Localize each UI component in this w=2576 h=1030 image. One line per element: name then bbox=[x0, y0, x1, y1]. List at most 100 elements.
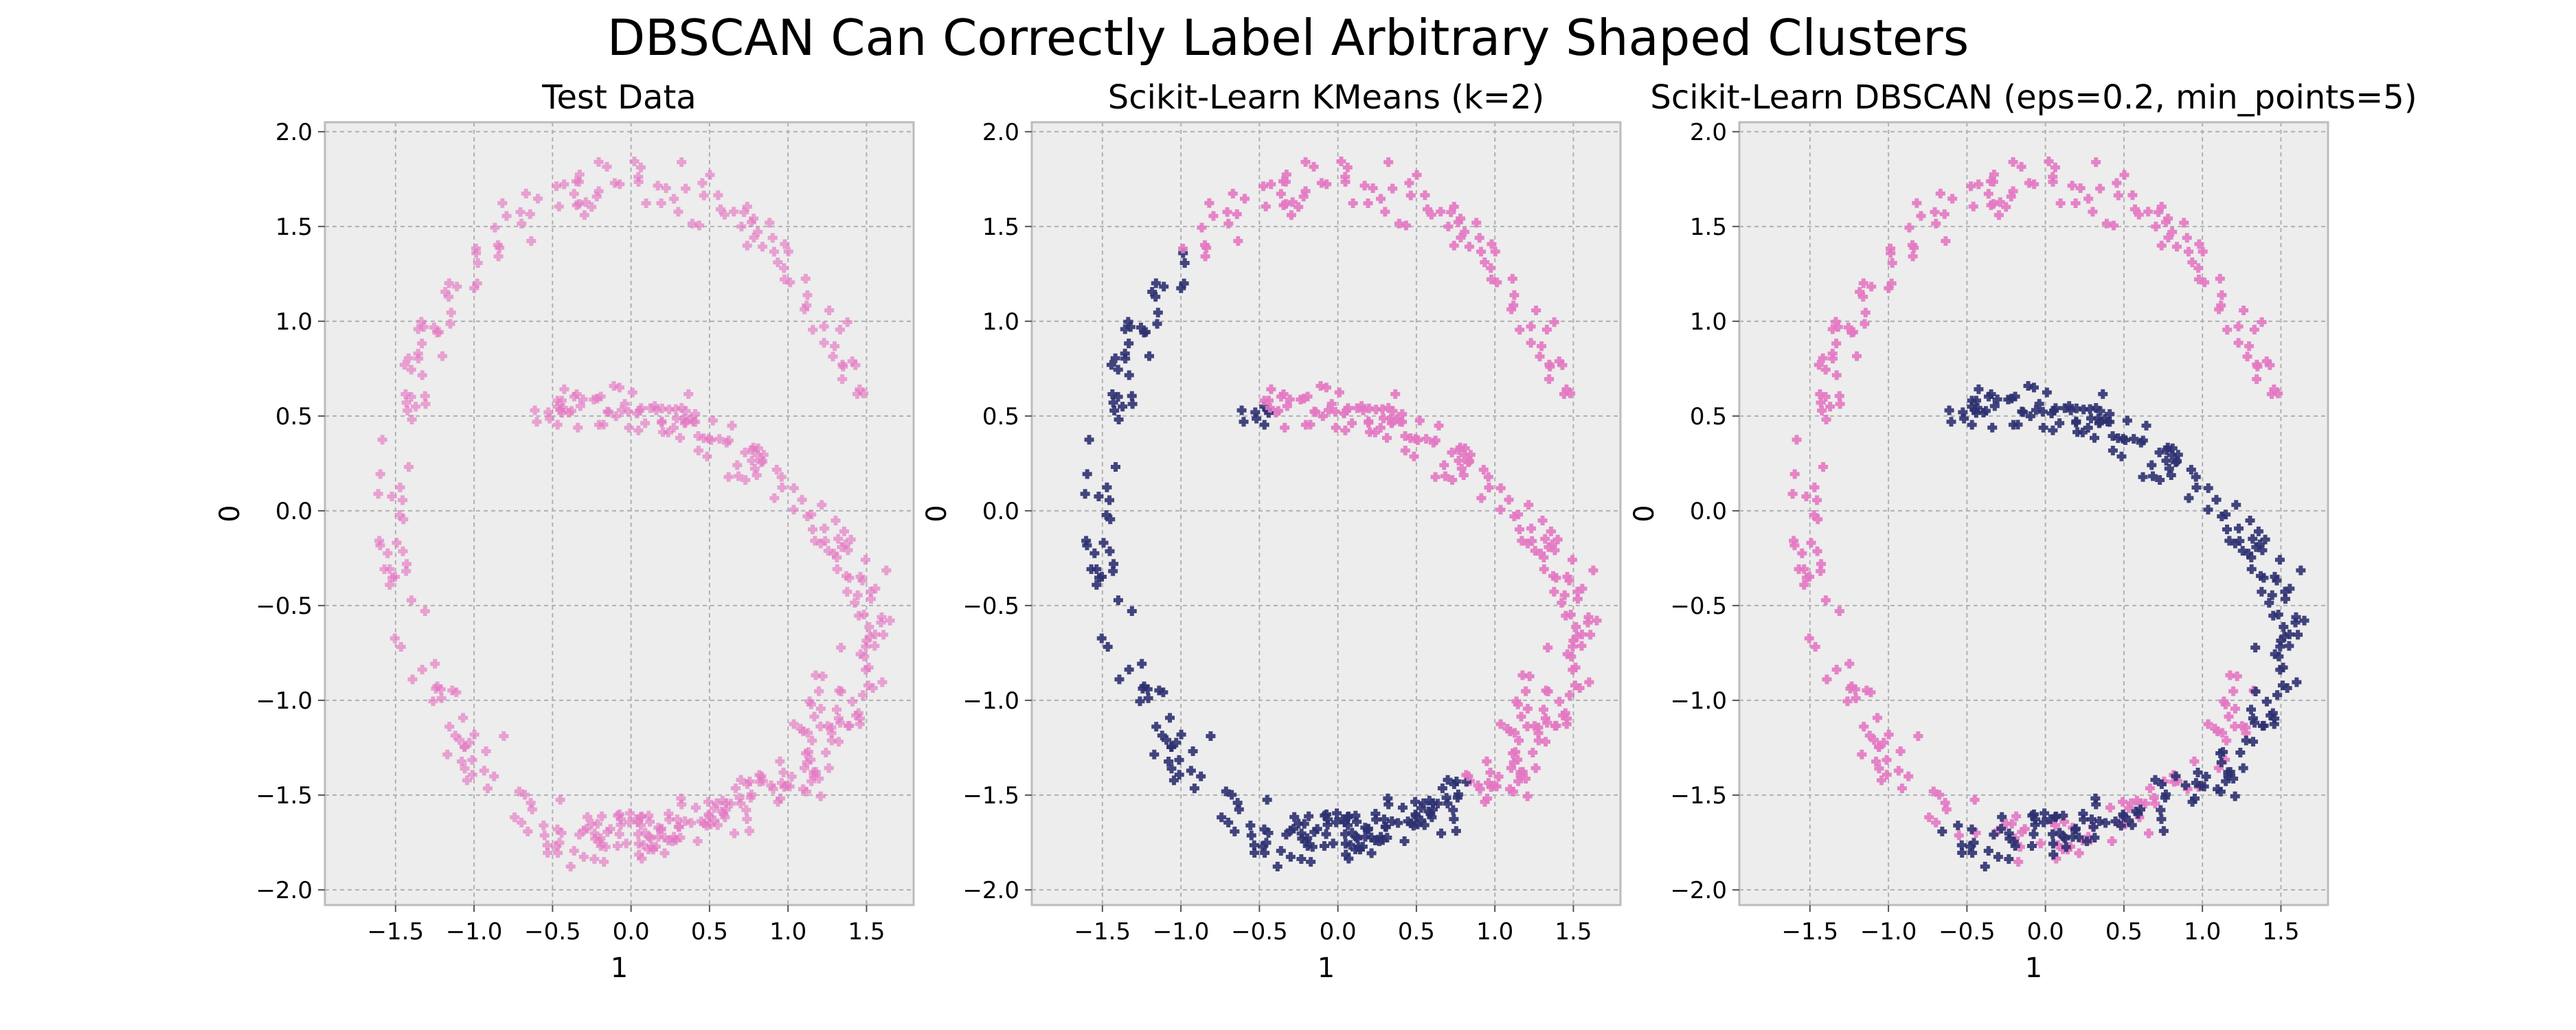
data-point bbox=[2261, 356, 2272, 367]
data-point bbox=[1971, 408, 1981, 418]
data-point bbox=[2029, 829, 2039, 839]
data-point bbox=[1307, 842, 1318, 852]
data-point bbox=[1383, 799, 1394, 810]
data-point bbox=[1297, 834, 1307, 844]
data-point bbox=[579, 210, 589, 220]
data-point bbox=[2190, 793, 2200, 803]
data-point bbox=[2187, 258, 2197, 268]
data-point bbox=[1831, 339, 1842, 349]
data-point bbox=[1404, 178, 1414, 188]
data-point bbox=[1562, 649, 1572, 659]
data-point bbox=[1515, 525, 1525, 535]
data-point bbox=[1166, 742, 1177, 752]
data-point bbox=[2213, 784, 2223, 794]
data-point bbox=[497, 198, 508, 208]
data-point bbox=[865, 631, 875, 641]
data-point bbox=[1565, 690, 1575, 700]
data-point bbox=[636, 403, 646, 413]
data-point bbox=[2011, 811, 2022, 821]
x-tick-label: 1.0 bbox=[1476, 918, 1513, 946]
data-point bbox=[1371, 814, 1381, 825]
data-point bbox=[1287, 197, 1298, 207]
data-point bbox=[2116, 451, 2127, 461]
x-tick-label: 1.0 bbox=[2184, 918, 2221, 946]
data-point bbox=[727, 420, 737, 431]
data-point bbox=[552, 402, 563, 412]
data-point bbox=[693, 446, 703, 456]
data-point bbox=[2127, 820, 2137, 830]
data-point bbox=[2233, 321, 2244, 332]
data-point bbox=[377, 435, 387, 445]
data-point bbox=[635, 162, 646, 172]
data-point bbox=[2228, 774, 2239, 784]
data-point bbox=[1508, 748, 1518, 758]
data-point bbox=[589, 828, 600, 838]
data-point bbox=[1414, 415, 1425, 426]
data-point bbox=[2241, 728, 2251, 738]
data-point bbox=[771, 464, 782, 474]
data-point bbox=[1331, 422, 1341, 433]
data-point bbox=[729, 207, 739, 217]
data-point bbox=[2156, 814, 2167, 824]
data-point bbox=[877, 677, 888, 687]
data-point bbox=[1935, 188, 1945, 198]
data-point bbox=[2167, 450, 2177, 460]
data-point bbox=[758, 456, 768, 466]
data-point bbox=[2029, 179, 2040, 190]
data-point bbox=[1340, 172, 1351, 182]
data-point bbox=[2068, 832, 2078, 842]
data-point bbox=[1316, 178, 1326, 188]
data-point bbox=[1812, 495, 1822, 505]
data-point bbox=[446, 308, 456, 318]
data-point bbox=[854, 610, 864, 621]
data-point bbox=[572, 389, 582, 399]
data-point bbox=[1114, 414, 1124, 424]
data-point bbox=[1574, 683, 1585, 694]
data-point bbox=[1142, 684, 1153, 694]
data-point bbox=[1993, 210, 2004, 220]
data-point bbox=[2234, 523, 2244, 534]
data-point bbox=[1797, 548, 1807, 558]
data-point bbox=[1296, 828, 1307, 838]
data-point bbox=[1261, 838, 1272, 848]
data-point bbox=[1799, 564, 1809, 574]
data-point bbox=[2078, 808, 2088, 819]
data-point bbox=[396, 642, 406, 652]
data-point bbox=[1368, 183, 1378, 194]
data-point bbox=[697, 178, 708, 188]
data-point bbox=[1113, 365, 1123, 375]
data-point bbox=[1262, 794, 1272, 805]
data-point bbox=[1437, 783, 1447, 793]
data-point bbox=[1223, 218, 1234, 229]
y-tick-label: −1.0 bbox=[1670, 687, 1727, 715]
data-point bbox=[1941, 804, 1952, 814]
data-point bbox=[1983, 391, 1993, 402]
data-point bbox=[2122, 415, 2132, 426]
data-point bbox=[2108, 446, 2118, 456]
data-point bbox=[2272, 690, 2283, 700]
data-point bbox=[1258, 841, 1268, 851]
data-point bbox=[1526, 338, 1536, 348]
data-point bbox=[1456, 232, 1466, 242]
x-tick-label: −0.5 bbox=[524, 918, 581, 946]
data-point bbox=[748, 442, 758, 453]
data-point bbox=[2172, 456, 2182, 466]
data-point bbox=[1995, 197, 2005, 207]
data-point bbox=[736, 221, 747, 231]
data-point bbox=[1909, 242, 1919, 253]
data-point bbox=[1567, 555, 1577, 565]
data-point bbox=[2095, 183, 2105, 194]
data-point bbox=[2107, 836, 2117, 847]
y-tick-label: 1.5 bbox=[275, 214, 313, 241]
data-point bbox=[833, 534, 844, 544]
data-point bbox=[2191, 778, 2201, 788]
data-point bbox=[1558, 710, 1568, 720]
data-point bbox=[1387, 816, 1397, 826]
data-point bbox=[493, 251, 504, 262]
data-point bbox=[2253, 526, 2263, 536]
data-point bbox=[2025, 411, 2035, 422]
data-point bbox=[1547, 539, 1557, 549]
data-point bbox=[2060, 834, 2070, 844]
data-point bbox=[1106, 360, 1116, 370]
data-point bbox=[401, 398, 411, 408]
